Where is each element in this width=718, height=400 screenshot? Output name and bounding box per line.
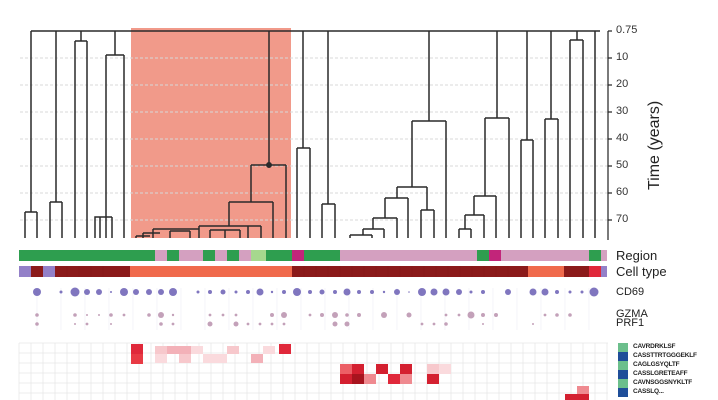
tcr-clone-0: CAVRDRKLSF — [633, 343, 676, 350]
cd69-label: CD69 — [616, 286, 645, 298]
celltype-label: Cell type — [616, 264, 667, 279]
tcr-swatch-2 — [618, 361, 628, 370]
tcr-swatch-0 — [618, 343, 628, 352]
gzma-label: GZMA — [616, 308, 648, 320]
tcr-clone-2: CAGLGSYQLTF — [633, 361, 680, 368]
gzma-dots — [35, 311, 572, 319]
expression-dots — [33, 287, 599, 330]
region-track — [19, 250, 607, 261]
y-tick-2: 20 — [616, 78, 629, 90]
tcr-heatmap — [18, 342, 608, 400]
y-tick-7: 70 — [616, 213, 629, 225]
highlight-clade — [131, 28, 291, 238]
celltype-track — [19, 266, 607, 277]
tcr-swatch-1 — [618, 352, 628, 361]
y-axis-label: Time (years) — [646, 100, 663, 190]
tcr-clone-1: CASSTTRTGGGEKLF — [633, 352, 697, 359]
y-tick-6: 60 — [616, 186, 629, 198]
y-tick-4: 40 — [616, 132, 629, 144]
y-axis — [607, 30, 612, 240]
tcr-swatch-4 — [618, 379, 628, 388]
dendrogram-tree — [24, 30, 600, 238]
tcr-clone-4: CAVNSGGSNYKLTF — [633, 379, 693, 386]
y-tick-1: 10 — [616, 51, 629, 63]
tcr-swatch-3 — [618, 370, 628, 379]
tcr-swatch-5 — [618, 388, 628, 397]
tcr-clone-5: CASSLQ... — [633, 388, 664, 395]
prf1-dots — [35, 321, 534, 327]
y-tick-3: 30 — [616, 105, 629, 117]
tcr-clone-3: CASSLGRETEAFF — [633, 370, 688, 377]
region-label: Region — [616, 248, 658, 263]
y-tick-0: 0.75 — [616, 24, 638, 36]
prf1-label: PRF1 — [616, 317, 645, 329]
cd69-dots — [33, 287, 599, 297]
heatmap-columns — [18, 343, 608, 400]
grid-lines — [20, 57, 608, 221]
y-tick-5: 50 — [616, 159, 629, 171]
